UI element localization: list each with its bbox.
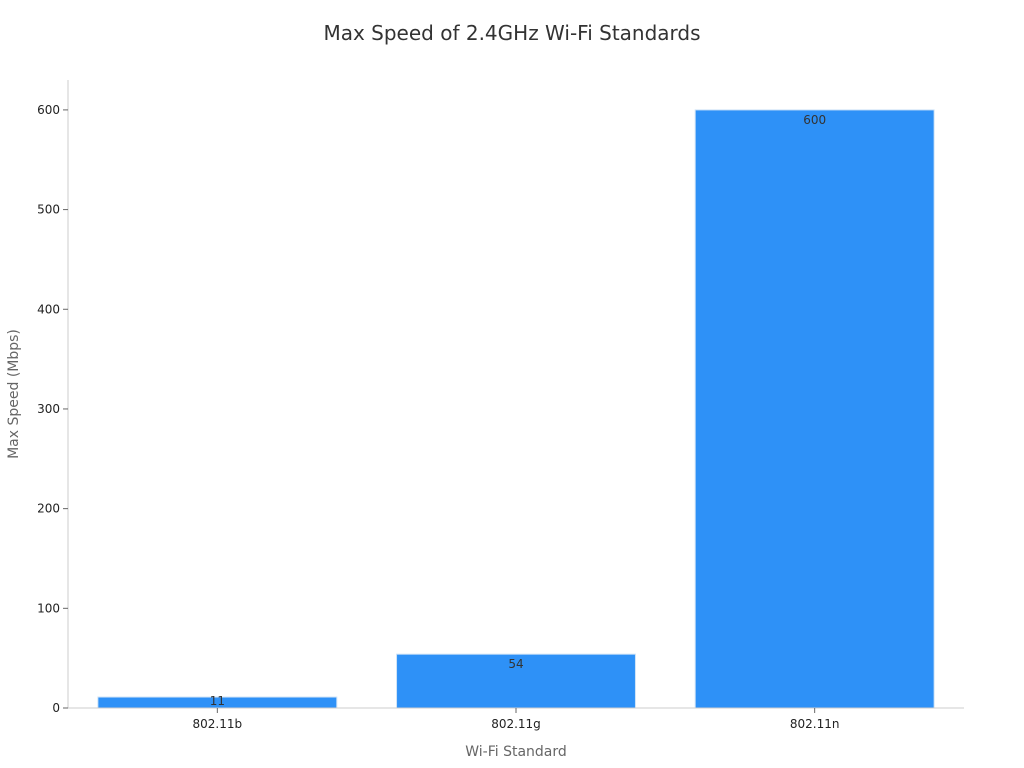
y-tick-label: 500	[37, 203, 60, 217]
x-tick-label: 802.11g	[491, 717, 541, 731]
data-label-802.11b: 11	[210, 694, 225, 708]
data-label-802.11n: 600	[803, 113, 826, 127]
y-tick-label: 100	[37, 601, 60, 615]
y-axis-ticks: 0 100 200 300 400 500 600	[37, 103, 68, 715]
bar-802.11n	[694, 109, 935, 709]
data-labels-group: 11 54 600	[210, 113, 826, 708]
data-label-802.11g: 54	[508, 657, 523, 671]
y-tick-label: 0	[52, 701, 60, 715]
y-tick-label: 400	[37, 302, 60, 316]
bar-802.11g	[396, 653, 636, 709]
y-tick-label: 300	[37, 402, 60, 416]
x-axis-label: Wi-Fi Standard	[465, 744, 567, 760]
x-tick-label: 802.11n	[790, 717, 840, 731]
y-tick-label: 200	[37, 502, 60, 516]
bars-group	[97, 109, 935, 709]
chart-title: Max Speed of 2.4GHz Wi-Fi Standards	[323, 21, 700, 45]
x-tick-label: 802.11b	[193, 717, 243, 731]
y-axis-label: Max Speed (Mbps)	[6, 329, 22, 459]
x-axis-ticks: 802.11b 802.11g 802.11n	[193, 708, 840, 731]
y-tick-label: 600	[37, 103, 60, 117]
